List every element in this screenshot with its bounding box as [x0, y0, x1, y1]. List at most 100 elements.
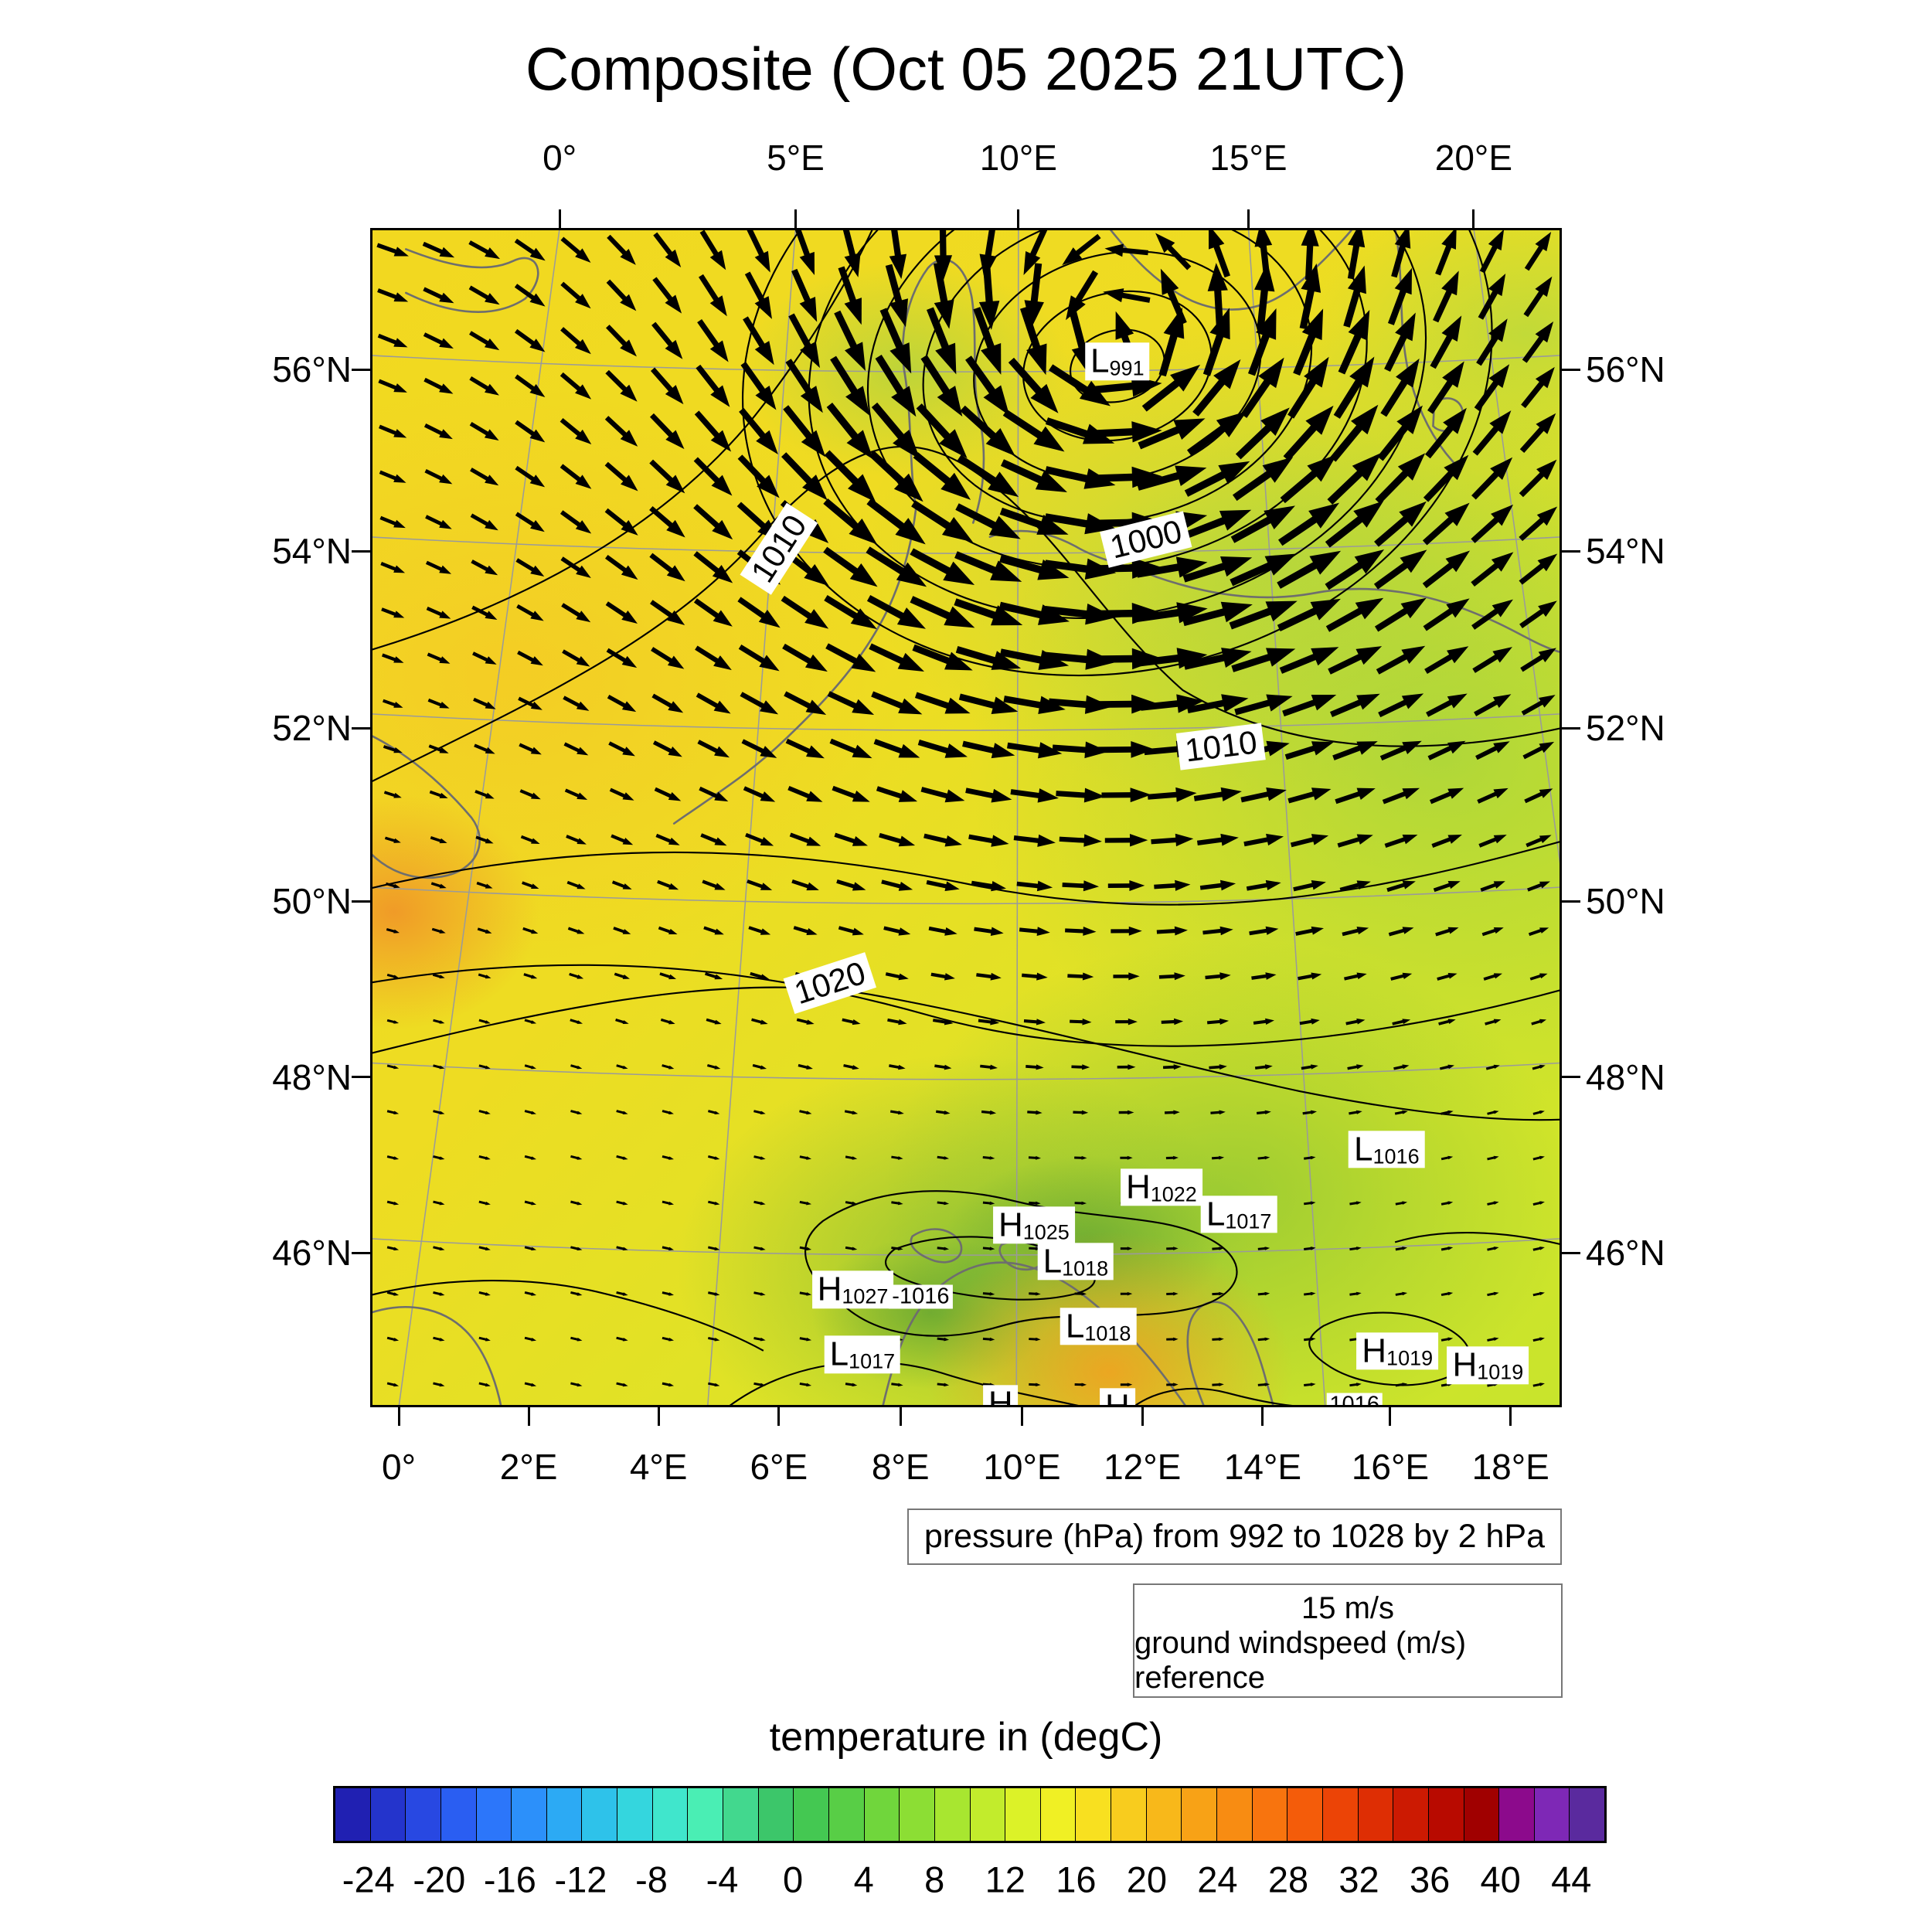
- axis-label-right: 50°N: [1586, 881, 1665, 922]
- wind-speed-label: 15 m/s: [1301, 1591, 1395, 1625]
- colorbar-tick-label: 28: [1267, 1859, 1309, 1900]
- colorbar-segment: [512, 1788, 547, 1841]
- colorbar-segment: [1111, 1788, 1147, 1841]
- axis-label-bottom: 14°E: [1223, 1447, 1302, 1487]
- map-overlay-svg: [370, 228, 1562, 1407]
- axis-tick-left: [352, 1076, 370, 1079]
- axis-label-bottom: 18°E: [1471, 1447, 1549, 1487]
- contour-label: 1010: [1175, 723, 1267, 771]
- pressure-center-value: 1018: [1062, 1257, 1109, 1281]
- axis-tick-bottom: [1509, 1407, 1512, 1426]
- colorbar-segment: [970, 1788, 1006, 1841]
- page-title: Composite (Oct 05 2025 21UTC): [525, 35, 1407, 103]
- colorbar-segment: [723, 1788, 759, 1841]
- pressure-labels-layer: L991 L1016 H1022 L1017 H1025 L1018 H1027 L1018 L…: [370, 228, 1562, 1407]
- colorbar-segment: [1182, 1788, 1218, 1841]
- wind-legend: 15 m/s ground windspeed (m/s) reference: [1133, 1583, 1563, 1698]
- axis-tick-bottom: [1261, 1407, 1264, 1426]
- colorbar-segment: [1499, 1788, 1535, 1841]
- pressure-center-value: 1025: [1022, 1220, 1070, 1244]
- pressure-center-letter: H: [988, 1384, 1013, 1407]
- pressure-center-value: 1022: [1150, 1182, 1197, 1206]
- colorbar-segment: [1217, 1788, 1253, 1841]
- axis-label-left: 50°N: [272, 881, 352, 922]
- pressure-center-value: 1018: [1084, 1321, 1131, 1345]
- axis-label-bottom: 6°E: [750, 1447, 808, 1487]
- pressure-center-letter: H: [1125, 1167, 1151, 1206]
- pressure-center-letter: L: [1065, 1307, 1085, 1345]
- pressure-center-label: L991: [1085, 342, 1150, 381]
- axis-label-bottom: 12°E: [1104, 1447, 1182, 1487]
- colorbar-tick-label: 20: [1126, 1859, 1168, 1900]
- axis-label-top: 15°E: [1209, 138, 1287, 178]
- colorbar-segment: [476, 1788, 512, 1841]
- axis-tick-right: [1562, 549, 1580, 553]
- pressure-center-letter: L: [1206, 1195, 1226, 1233]
- axis-label-bottom: 8°E: [871, 1447, 930, 1487]
- pressure-center-label: H1019: [1356, 1332, 1439, 1370]
- pressure-center-label: H1025: [992, 1205, 1075, 1244]
- colorbar-segment: [1146, 1788, 1182, 1841]
- colorbar-segment: [794, 1788, 829, 1841]
- pressure-center-label: L1016: [1349, 1131, 1425, 1168]
- pressure-center-value: 1027: [842, 1284, 889, 1308]
- colorbar-segment: [1040, 1788, 1077, 1841]
- pressure-center-letter: L: [1090, 342, 1110, 380]
- axis-label-top: 10°E: [979, 138, 1057, 178]
- pressure-center-value: 1017: [1225, 1209, 1272, 1233]
- colorbar-tick-label: -8: [635, 1859, 668, 1900]
- axis-tick-bottom: [527, 1407, 530, 1426]
- axis-label-left: 52°N: [272, 708, 352, 749]
- colorbar-tick-label: 24: [1197, 1859, 1238, 1900]
- colorbar-segment: [335, 1788, 371, 1841]
- axis-label-left: 54°N: [272, 531, 352, 572]
- colorbar-tick-label: 40: [1480, 1859, 1521, 1900]
- axis-label-bottom: 4°E: [629, 1447, 688, 1487]
- axis-label-right: 54°N: [1586, 531, 1665, 572]
- colorbar-tick-label: -16: [483, 1859, 536, 1900]
- colorbar-tick-label: 32: [1338, 1859, 1379, 1900]
- axis-label-bottom: 2°E: [499, 1447, 558, 1487]
- pressure-center-value: 1019: [1477, 1360, 1524, 1384]
- colorbar-tick-label: -20: [413, 1859, 466, 1900]
- axis-label-left: 56°N: [272, 349, 352, 390]
- axis-tick-left: [352, 549, 370, 553]
- pressure-center-label: H1019: [1447, 1346, 1529, 1384]
- colorbar-segment: [370, 1788, 406, 1841]
- axis-label-right: 48°N: [1586, 1056, 1665, 1097]
- colorbar-tick-label: -4: [706, 1859, 739, 1900]
- map-area: L991 L1016 H1022 L1017 H1025 L1018 H1027 L1018 L…: [370, 228, 1562, 1407]
- axis-tick-right: [1562, 1251, 1580, 1254]
- colorbar-tick-label: -24: [342, 1859, 395, 1900]
- pressure-center-letter: H: [998, 1205, 1023, 1243]
- axis-tick-top: [794, 209, 797, 228]
- colorbar-segment: [406, 1788, 441, 1841]
- pressure-center-label: L1018: [1037, 1243, 1114, 1281]
- pressure-center-letter: H: [1362, 1332, 1387, 1370]
- pressure-center-letter: L: [1354, 1130, 1373, 1168]
- axis-tick-top: [1247, 209, 1250, 228]
- pressure-center-letter: H: [1104, 1386, 1130, 1407]
- axis-tick-bottom: [1141, 1407, 1144, 1426]
- colorbar-segment: [652, 1788, 689, 1841]
- pressure-center-label: H1022: [1120, 1167, 1202, 1206]
- colorbar-title: temperature in (degC): [769, 1715, 1163, 1760]
- pressure-center-value: 1017: [849, 1349, 896, 1373]
- axis-tick-left: [352, 726, 370, 730]
- colorbar-segment: [758, 1788, 794, 1841]
- colorbar-segment: [1534, 1788, 1570, 1841]
- colorbar-segment: [582, 1788, 618, 1841]
- colorbar-tick-label: 4: [853, 1859, 874, 1900]
- contour-label: 1000: [1099, 511, 1192, 568]
- pressure-center-value: 1019: [1386, 1346, 1434, 1370]
- colorbar-segment: [1428, 1788, 1464, 1841]
- colorbar-tick-label: 12: [985, 1859, 1026, 1900]
- colorbar-segment: [900, 1788, 935, 1841]
- pressure-center-label: L1017: [824, 1335, 901, 1374]
- colorbar-segment: [688, 1788, 724, 1841]
- pressure-center-label: L1017: [1200, 1195, 1277, 1233]
- contour-label: -1016: [889, 1284, 953, 1309]
- colorbar-segment: [828, 1788, 865, 1841]
- axis-tick-bottom: [1020, 1407, 1023, 1426]
- axis-label-top: 0°: [543, 138, 577, 178]
